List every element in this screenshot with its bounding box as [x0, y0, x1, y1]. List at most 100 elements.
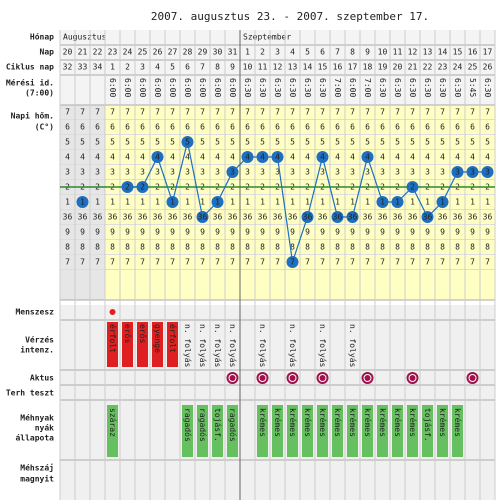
temp-point-label: 4 [320, 153, 325, 162]
mucus-bar [182, 405, 193, 457]
cell-digit: 6 [425, 123, 430, 132]
mucus-bar [317, 405, 328, 457]
day: 28 [183, 48, 193, 57]
time: 6:30 [318, 78, 327, 97]
temp-point [151, 151, 164, 163]
cell-digit: 4 [335, 153, 340, 162]
time: 6:00 [228, 78, 237, 97]
row-label: Méhszáj [20, 463, 54, 473]
cell-digit: 4 [140, 153, 145, 162]
cell-digit: 5 [65, 138, 70, 147]
cell-digit: 9 [125, 228, 130, 237]
cell-digit: 1 [305, 198, 310, 207]
cell-digit: 1 [350, 198, 355, 207]
cell-digit: 6 [275, 123, 280, 132]
cell-digit: 3 [365, 168, 370, 177]
bleeding-bar [152, 322, 163, 367]
cell-digit: 6 [140, 123, 145, 132]
cell-digit: 8 [365, 243, 370, 252]
cycle-day: 20 [393, 63, 403, 72]
temp-point-label: 4 [155, 153, 160, 162]
cell-digit: 7 [80, 258, 85, 267]
mucus-bar [452, 405, 463, 457]
cell-digit: 9 [410, 228, 415, 237]
mucus-text: krémes [348, 408, 358, 437]
cell-digit: 3 [350, 168, 355, 177]
mucus-bar [407, 405, 418, 457]
cell-digit: 5 [365, 138, 370, 147]
day: 21 [78, 48, 88, 57]
mucus-text: krémes [258, 408, 268, 437]
mucus-text: krémes [453, 408, 463, 437]
cell-digit: 36 [378, 213, 388, 222]
temp-point-label: 4 [275, 153, 280, 162]
aktus-icon-inner [408, 374, 417, 382]
cell-digit: 4 [110, 153, 115, 162]
day: 11 [393, 48, 403, 57]
cycle-day: 18 [363, 63, 373, 72]
cell-digit: 4 [125, 153, 130, 162]
cell-digit: 6 [215, 123, 220, 132]
cell-digit: 6 [320, 123, 325, 132]
cell-digit: 1 [260, 198, 265, 207]
bleeding-bar [137, 322, 148, 367]
temp-point-label: 1 [80, 198, 85, 207]
cell-digit: 1 [425, 198, 430, 207]
cell-digit: 4 [485, 153, 490, 162]
temp-point-label: 3 [230, 168, 235, 177]
cycle-day: 12 [273, 63, 283, 72]
cell-digit: 6 [80, 123, 85, 132]
mucus-bar [107, 405, 118, 457]
temp-point [301, 211, 314, 223]
temp-point [76, 196, 89, 208]
cell-digit: 5 [425, 138, 430, 147]
bleeding-bar [107, 322, 118, 367]
temp-point-label: 1 [170, 198, 175, 207]
cell-digit: 1 [455, 198, 460, 207]
cell-digit: 7 [185, 108, 190, 117]
day: 2 [260, 48, 265, 57]
cell-digit: 6 [485, 123, 490, 132]
day: 13 [423, 48, 433, 57]
day: 29 [198, 48, 208, 57]
cycle-day: 9 [230, 63, 235, 72]
cell-digit: 6 [110, 123, 115, 132]
time: 7:00 [333, 78, 342, 97]
cell-digit: 4 [170, 153, 175, 162]
temp-point [466, 166, 479, 178]
temp-point-label: 3 [455, 168, 460, 177]
mucus-text: ragadós [228, 408, 238, 442]
time: 6:00 [213, 78, 222, 97]
cell-digit: 5 [290, 138, 295, 147]
cell-digit: 3 [425, 168, 430, 177]
cell-digit: 1 [95, 198, 100, 207]
row-label: Méhnyak [20, 413, 54, 423]
cycle-day: 10 [243, 63, 253, 72]
cell-digit: 6 [455, 123, 460, 132]
day: 10 [378, 48, 388, 57]
cell-digit: 36 [78, 213, 88, 222]
cycle-day: 32 [63, 63, 73, 72]
cell-digit: 5 [170, 138, 175, 147]
temp-point-label: 2 [140, 183, 145, 192]
temp-point-label: 36 [423, 213, 433, 222]
cell-digit: 8 [275, 243, 280, 252]
mucus-text: krémes [438, 408, 448, 437]
cell-digit: 1 [200, 198, 205, 207]
cell-digit: 6 [440, 123, 445, 132]
cell-digit: 7 [380, 108, 385, 117]
temp-point-label: 4 [260, 153, 265, 162]
cycle-day: 4 [155, 63, 160, 72]
aktus-icon [286, 372, 299, 384]
cell-digit: 7 [290, 108, 295, 117]
cell-digit: 6 [155, 123, 160, 132]
cycle-day: 33 [78, 63, 88, 72]
cell-digit: 3 [290, 168, 295, 177]
aktus-icon [406, 372, 419, 384]
mucus-bar [302, 405, 313, 457]
cycle-day: 5 [170, 63, 175, 72]
cell-digit: 8 [95, 243, 100, 252]
temp-point-label: 5 [185, 138, 190, 147]
mucus-text: tojásf. [213, 408, 222, 442]
cell-digit: 3 [380, 168, 385, 177]
